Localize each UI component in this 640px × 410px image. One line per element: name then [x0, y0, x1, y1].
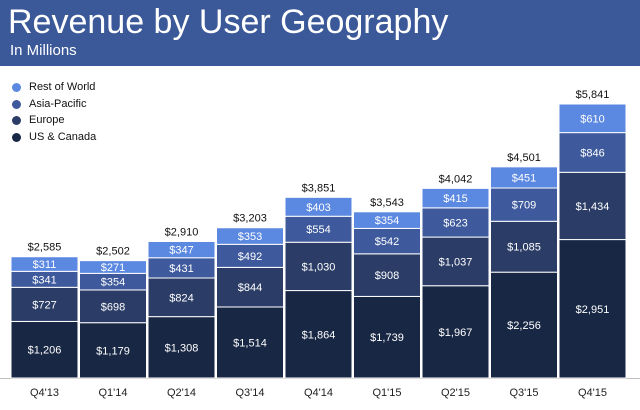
chart-subtitle: In Millions — [10, 42, 77, 59]
bar-segment-us-canada — [216, 306, 284, 379]
bar-segment-us-canada — [490, 271, 558, 379]
x-tick-label: Q2'15 — [441, 387, 470, 399]
legend-label: Asia-Pacific — [29, 97, 87, 110]
legend-label: Rest of World — [29, 81, 96, 93]
legend-swatch-us-canada — [12, 132, 21, 142]
data-label: $1,030 — [302, 261, 336, 273]
data-label: $403 — [306, 202, 330, 214]
bar-segment-us-canada — [353, 295, 421, 379]
bar-segment-europe — [147, 277, 216, 318]
data-label: $846 — [580, 147, 604, 159]
x-tick-label: Q2'14 — [167, 387, 196, 399]
total-label: $3,203 — [233, 213, 267, 225]
data-label: $542 — [375, 236, 399, 248]
data-label: $353 — [238, 231, 262, 243]
x-tick-label: Q4'15 — [578, 387, 607, 399]
bar-segment-rest-of-world — [284, 196, 353, 217]
bar-segment-rest-of-world — [10, 256, 79, 272]
bar-segment-rest-of-world — [490, 166, 558, 189]
data-label: $354 — [101, 277, 125, 289]
total-label: $4,042 — [439, 173, 473, 185]
bar-segment-asia-pacific — [558, 132, 627, 173]
data-label: $1,967 — [439, 327, 473, 339]
legend-swatch-europe — [12, 116, 21, 125]
data-label: $2,256 — [507, 320, 541, 332]
x-tick-label: Q4'13 — [30, 387, 59, 399]
bar-segment-rest-of-world — [147, 240, 216, 259]
data-label: $492 — [238, 251, 262, 263]
total-label: $5,841 — [576, 89, 610, 101]
bar-segment-europe — [79, 289, 147, 324]
bar-segment-europe — [421, 236, 490, 287]
x-tick-label: Q1'15 — [372, 387, 401, 399]
bar-segment-europe — [558, 171, 627, 241]
bar-segment-europe — [216, 266, 284, 308]
data-label: $1,434 — [576, 201, 610, 213]
bar-segment-us-canada — [10, 320, 79, 379]
bar-segment-rest-of-world — [353, 211, 421, 229]
data-label: $727 — [32, 299, 56, 311]
bar-segment-europe — [353, 253, 421, 297]
data-label: $347 — [169, 245, 193, 257]
legend-label: US & Canada — [29, 130, 97, 143]
data-label: $610 — [580, 113, 604, 125]
chart-header: Revenue by User Geography In Millions — [0, 0, 640, 66]
bar-segment-rest-of-world — [79, 260, 147, 274]
bar-segment-rest-of-world — [558, 103, 627, 134]
bar-segment-asia-pacific — [421, 207, 490, 238]
data-label: $1,514 — [233, 337, 267, 349]
x-tick-label: Q3'15 — [509, 387, 538, 399]
data-label: $554 — [306, 224, 330, 236]
data-label: $1,739 — [370, 332, 404, 344]
data-label: $623 — [443, 217, 467, 229]
data-label: $1,085 — [507, 242, 541, 254]
data-label: $824 — [169, 292, 193, 304]
data-label: $415 — [443, 193, 467, 205]
data-label: $271 — [101, 262, 125, 274]
data-label: $451 — [512, 172, 536, 184]
data-label: $698 — [101, 301, 125, 313]
data-label: $2,951 — [576, 304, 610, 316]
data-label: $311 — [33, 259, 57, 271]
data-label: $1,308 — [165, 342, 199, 354]
data-label: $844 — [238, 282, 262, 294]
bar-segment-us-canada — [558, 239, 627, 379]
legend-swatch-asia-pacific — [12, 99, 21, 109]
total-label: $2,502 — [96, 246, 130, 258]
data-label: $1,179 — [96, 345, 130, 357]
data-label: $1,206 — [28, 345, 62, 357]
chart-title: Revenue by User Geography — [8, 3, 449, 41]
total-label: $2,910 — [165, 226, 199, 238]
total-label: $4,501 — [507, 152, 541, 164]
bar-segment-asia-pacific — [353, 227, 421, 255]
data-label: $908 — [375, 270, 399, 282]
legend-swatch-rest-of-world — [12, 83, 21, 92]
data-label: $709 — [512, 200, 536, 212]
data-label: $1,037 — [439, 256, 473, 268]
bar-segment-us-canada — [79, 322, 147, 379]
bar-segment-asia-pacific — [284, 215, 353, 243]
bar-segment-rest-of-world — [421, 187, 490, 209]
total-label: $3,543 — [370, 197, 404, 209]
data-label: $354 — [375, 215, 399, 227]
total-label: $2,585 — [28, 242, 62, 254]
data-label: $431 — [169, 263, 193, 275]
x-tick-label: Q1'14 — [98, 387, 127, 399]
x-tick-label: Q4'14 — [304, 387, 333, 399]
bar-segment-us-canada — [284, 290, 353, 379]
data-label: $341 — [32, 274, 56, 286]
data-label: $1,864 — [302, 329, 336, 341]
bar-segment-asia-pacific — [490, 187, 558, 222]
total-label: $3,851 — [302, 182, 336, 194]
bar-segment-us-canada — [421, 285, 490, 379]
bar-segment-us-canada — [147, 316, 216, 379]
legend-label: Europe — [29, 114, 65, 126]
bar-segment-rest-of-world — [216, 227, 284, 245]
x-tick-label: Q3'14 — [235, 387, 264, 399]
